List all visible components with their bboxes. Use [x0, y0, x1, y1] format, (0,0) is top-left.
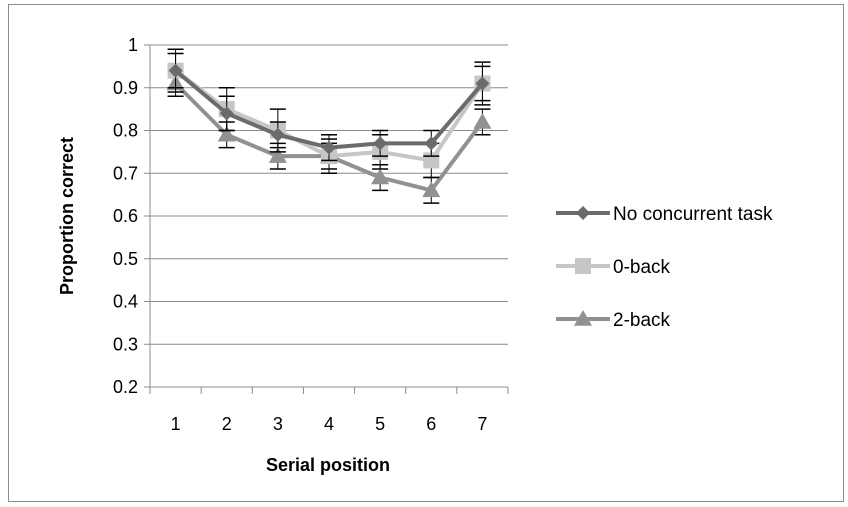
data-point	[475, 76, 490, 91]
x-tick-label: 2	[222, 414, 232, 434]
y-tick-label: 0.3	[113, 334, 138, 354]
x-tick-label: 4	[324, 414, 334, 434]
y-tick-label: 0.6	[113, 206, 138, 226]
y-tick-label: 0.4	[113, 292, 138, 312]
data-point	[219, 106, 234, 121]
axes	[149, 45, 509, 394]
data-point	[270, 127, 285, 142]
legend-marker	[574, 310, 592, 326]
data-point	[322, 140, 336, 155]
y-tick-label: 0.7	[113, 163, 138, 183]
legend-item: 2-back	[556, 310, 671, 331]
x-tick-label: 6	[426, 414, 436, 434]
y-axis-title: Proportion correct	[57, 137, 77, 295]
legend: No concurrent task 0-back 2-back	[556, 204, 773, 331]
x-tick-label: 1	[171, 414, 181, 434]
data-point	[422, 181, 441, 198]
data-point	[371, 168, 390, 185]
y-tick-label: 0.2	[113, 377, 138, 397]
legend-label: 2-back	[613, 310, 671, 331]
legend-marker	[576, 206, 590, 220]
y-tick-labels: 0.2 0.3 0.4 0.5 0.6 0.7 0.8 0.9 1	[113, 35, 138, 397]
data-point	[424, 136, 439, 151]
series	[166, 48, 492, 204]
x-tick-label: 3	[273, 414, 283, 434]
chart-frame	[8, 4, 844, 502]
y-tick-label: 0.9	[113, 78, 138, 98]
data-point	[217, 125, 236, 142]
legend-label: No concurrent task	[613, 204, 773, 225]
y-tick-label: 1	[128, 35, 138, 55]
x-axis-title: Serial position	[266, 455, 390, 475]
y-tick-label: 0.5	[113, 249, 138, 269]
data-point	[268, 147, 287, 163]
data-point	[168, 63, 183, 78]
gridlines	[144, 44, 508, 388]
x-tick-label: 7	[477, 414, 487, 434]
data-point	[373, 136, 388, 151]
legend-label: 0-back	[613, 257, 671, 278]
x-tick-label: 5	[375, 414, 385, 434]
x-tick-labels: 1 2 3 4 5 6 7	[171, 414, 488, 434]
legend-item: 0-back	[556, 257, 671, 278]
legend-marker	[575, 258, 591, 274]
legend-item: No concurrent task	[556, 204, 773, 225]
y-tick-label: 0.8	[113, 121, 138, 141]
data-point	[473, 112, 492, 129]
series-diamond	[167, 48, 491, 162]
